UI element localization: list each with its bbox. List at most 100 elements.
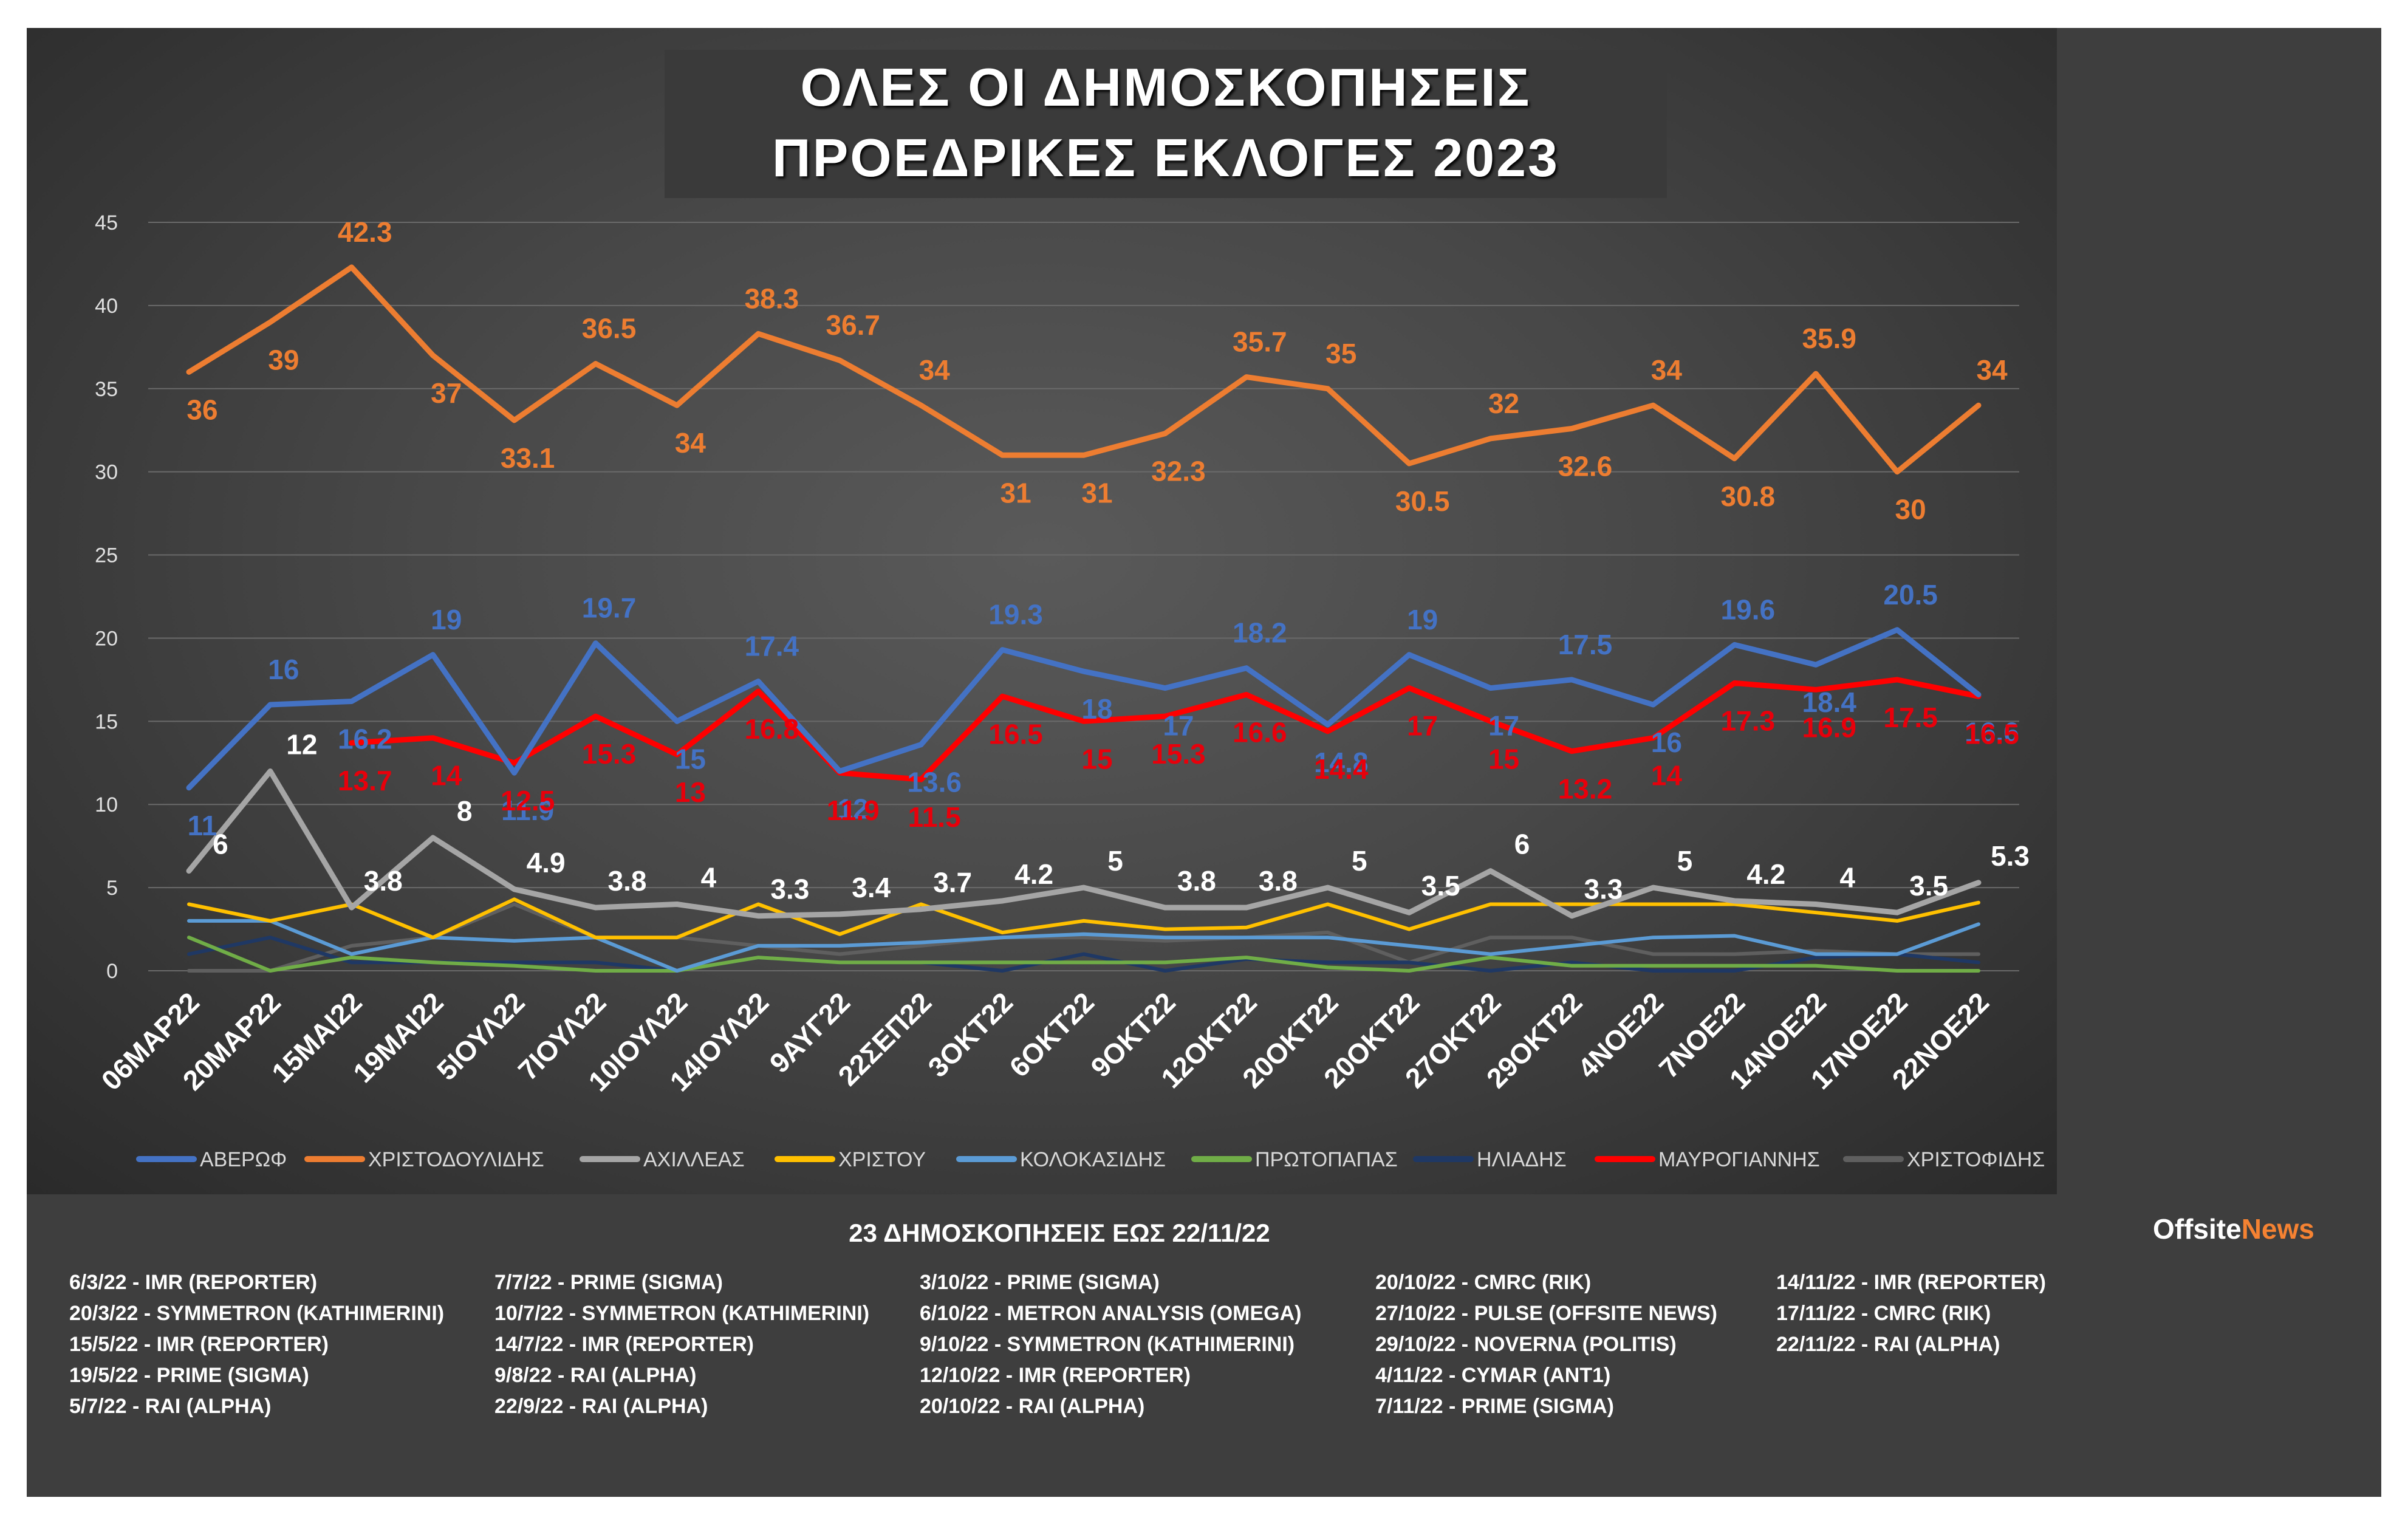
source-entry: 7/11/22 - PRIME (SIGMA)	[1375, 1395, 1614, 1418]
data-label: 18.4	[1802, 686, 1856, 718]
title-line-1: ΟΛΕΣ ΟΙ ΔΗΜΟΣΚΟΠΗΣΕΙΣ	[800, 57, 1531, 117]
data-label: 32.6	[1558, 450, 1613, 482]
y-tick-label: 10	[95, 793, 118, 816]
source-entry: 20/10/22 - RAI (ALPHA)	[920, 1395, 1145, 1418]
data-label: 13.7	[338, 765, 392, 796]
line-chart: 05101520253035404506ΜΑΡ2220ΜΑΡ2215ΜΑΙ221…	[95, 211, 2045, 1171]
data-label: 34	[675, 427, 706, 459]
data-label: 3.5	[1909, 870, 1948, 902]
data-label: 39	[268, 344, 299, 375]
source-entry: 6/3/22 - IMR (REPORTER)	[69, 1271, 318, 1294]
chart-frame: 0 5 10 15 20 25 30 35 40 45 06ΜΑΡ22 20ΜΑΡ22 15ΜΑΙ22 1…	[27, 28, 2381, 1497]
data-label: 13	[675, 776, 706, 808]
data-label: 12.5	[501, 785, 555, 816]
data-label: 15	[1488, 743, 1519, 775]
data-label: 30.5	[1395, 485, 1450, 517]
data-label: 19	[1407, 604, 1438, 635]
data-label: 38.3	[745, 282, 799, 314]
data-label: 17.5	[1883, 702, 1938, 733]
brand-part-1: Offsite	[2153, 1213, 2242, 1245]
legend-label: ΗΛΙΑΔΗΣ	[1477, 1148, 1567, 1171]
y-tick-label: 35	[95, 378, 118, 401]
data-label: 36	[186, 394, 217, 425]
data-label: 15.3	[1151, 738, 1206, 770]
data-label: 15	[675, 743, 706, 775]
data-label: 17.3	[1721, 705, 1776, 736]
series-line-2	[186, 768, 1982, 919]
source-entry: 10/7/22 - SYMMETRON (KATHIMERINI)	[494, 1302, 870, 1325]
y-tick-label: 15	[95, 710, 118, 733]
source-entry: 9/10/22 - SYMMETRON (KATHIMERINI)	[920, 1333, 1295, 1356]
data-label: 15	[1081, 743, 1112, 775]
source-entry: 6/10/22 - METRON ANALYSIS (OMEGA)	[920, 1302, 1302, 1325]
data-label: 16.5	[988, 718, 1043, 750]
data-label: 14.8	[1314, 747, 1369, 778]
data-label: 36.7	[826, 309, 880, 341]
source-entry: 27/10/22 - PULSE (OFFSITE NEWS)	[1375, 1302, 1718, 1325]
data-label: 19.6	[1721, 594, 1776, 625]
data-label: 14.4	[1314, 753, 1369, 785]
data-label: 37	[431, 377, 462, 409]
data-label: 34	[919, 354, 951, 386]
data-label: 17.5	[1558, 629, 1613, 660]
x-tick-label: 6ΟΚΤ22	[1003, 986, 1100, 1083]
data-label: 13.2	[1558, 773, 1613, 805]
data-label: 16.5	[1965, 718, 2019, 750]
data-label: 35.7	[1233, 326, 1287, 358]
x-tick-label: 3ΟΚΤ22	[922, 986, 1019, 1083]
data-label: 16.9	[1802, 711, 1856, 743]
data-label: 30	[1895, 494, 1926, 525]
source-entry: 3/10/22 - PRIME (SIGMA)	[920, 1271, 1160, 1294]
series-line-0	[186, 627, 1982, 791]
data-label: 19	[431, 604, 462, 635]
data-label: 4.2	[1746, 858, 1785, 890]
source-entry: 7/7/22 - PRIME (SIGMA)	[494, 1271, 723, 1294]
y-tick-label: 30	[95, 461, 118, 484]
data-label: 16.2	[338, 723, 392, 754]
series-line-6	[187, 936, 1980, 973]
legend-label: ΑΧΙΛΛΕΑΣ	[643, 1148, 745, 1171]
source-entry: 14/11/22 - IMR (REPORTER)	[1776, 1271, 2047, 1294]
data-label: 31	[1000, 477, 1031, 508]
data-label: 3.8	[1259, 865, 1298, 897]
source-entry: 4/11/22 - CYMAR (ANT1)	[1375, 1364, 1611, 1387]
sources-column-3: 3/10/22 - PRIME (SIGMA) 6/10/22 - METRON …	[920, 1267, 1302, 1422]
source-entry: 14/7/22 - IMR (REPORTER)	[494, 1333, 754, 1356]
data-label: 11.9	[501, 795, 554, 826]
data-label: 16.6	[1233, 717, 1287, 748]
x-tick-label: 5ΙΟΥΛ22	[431, 986, 531, 1086]
data-label: 20.5	[1883, 579, 1938, 611]
source-entry: 9/8/22 - RAI (ALPHA)	[494, 1364, 697, 1387]
x-tick-label: 19ΜΑΙ22	[347, 986, 450, 1089]
brand-part-2: News	[2241, 1213, 2314, 1245]
sources-column-1: 6/3/22 - IMR (REPORTER) 20/3/22 - SYMMETR…	[69, 1267, 444, 1422]
data-label: 3.8	[608, 865, 647, 897]
data-label: 33.1	[501, 442, 555, 474]
y-tick-label: 45	[95, 211, 118, 234]
legend-label: ΧΡΙΣΤΟΦΙΔΗΣ	[1907, 1148, 2045, 1171]
series-line-8	[187, 902, 1980, 973]
series-line-5	[187, 936, 1980, 973]
data-label: 8	[457, 795, 473, 827]
data-label: 18.2	[1233, 617, 1287, 649]
data-label: 4.9	[527, 847, 566, 878]
data-label: 3.8	[1177, 865, 1216, 897]
series-line-1	[186, 264, 1982, 475]
data-label: 34	[1976, 354, 2008, 386]
data-label: 36.5	[582, 313, 637, 344]
data-label: 31	[1081, 477, 1112, 508]
data-label: 17.4	[745, 631, 799, 662]
data-label: 4	[1839, 861, 1855, 893]
series-line-3	[187, 897, 1980, 940]
sources-column-4: 20/10/22 - CMRC (RIK) 27/10/22 - PULSE (O…	[1375, 1267, 1717, 1422]
data-label: 12	[286, 728, 317, 760]
data-label: 32.3	[1151, 456, 1206, 487]
source-entry: 15/5/22 - IMR (REPORTER)	[69, 1333, 329, 1356]
legend-label: ΚΟΛΟΚΑΣΙΔΗΣ	[1020, 1148, 1166, 1171]
polls-count-subtitle: 23 ΔΗΜΟΣΚΟΠΗΣΕΙΣ ΕΩΣ 22/11/22	[849, 1219, 1270, 1247]
legend-label: ΧΡΙΣΤΟΔΟΥΛΙΔΗΣ	[368, 1148, 544, 1171]
source-entry: 19/5/22 - PRIME (SIGMA)	[69, 1364, 309, 1387]
source-entry: 20/10/22 - CMRC (RIK)	[1375, 1271, 1592, 1294]
data-label: 16.6	[1965, 717, 2019, 748]
data-label: 12	[838, 793, 869, 824]
